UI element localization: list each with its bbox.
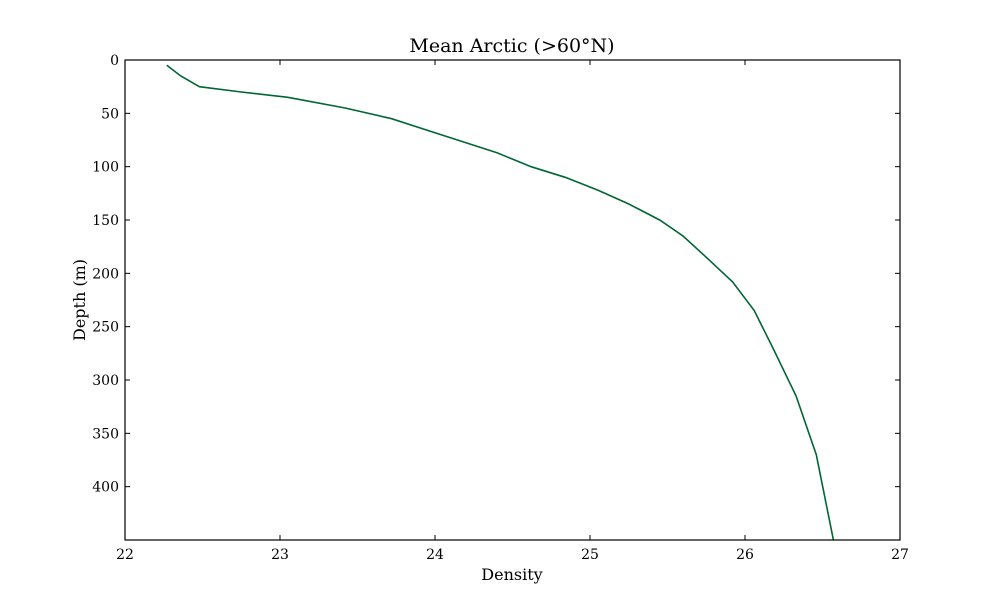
series-layer	[166, 64, 835, 541]
y-tick-label: 50	[101, 106, 119, 122]
x-tick-label: 27	[891, 547, 909, 563]
chart-title: Mean Arctic (>60°N)	[409, 35, 614, 57]
x-axis-label: Density	[481, 565, 542, 584]
y-tick-label: 100	[92, 160, 119, 176]
x-tick-label: 26	[736, 547, 754, 563]
x-tick-label: 23	[271, 547, 289, 563]
ticks-layer: 22 23 24 25 26 27 0 50 100 150 200 250 300 350 400	[92, 53, 909, 563]
y-tick-label: 200	[92, 266, 119, 282]
y-tick-label: 0	[110, 53, 119, 69]
y-tick-label: 300	[92, 373, 119, 389]
y-tick-label: 400	[92, 480, 119, 496]
y-axis-label: Depth (m)	[70, 259, 89, 341]
y-tick-label: 250	[92, 320, 119, 336]
plot-frame	[124, 59, 901, 541]
y-tick-label: 350	[92, 426, 119, 442]
x-tick-label: 24	[426, 547, 444, 563]
density-profile-line	[166, 64, 835, 541]
x-tick-label: 25	[581, 547, 599, 563]
y-tick-label: 150	[92, 213, 119, 229]
x-tick-label: 22	[116, 547, 134, 563]
